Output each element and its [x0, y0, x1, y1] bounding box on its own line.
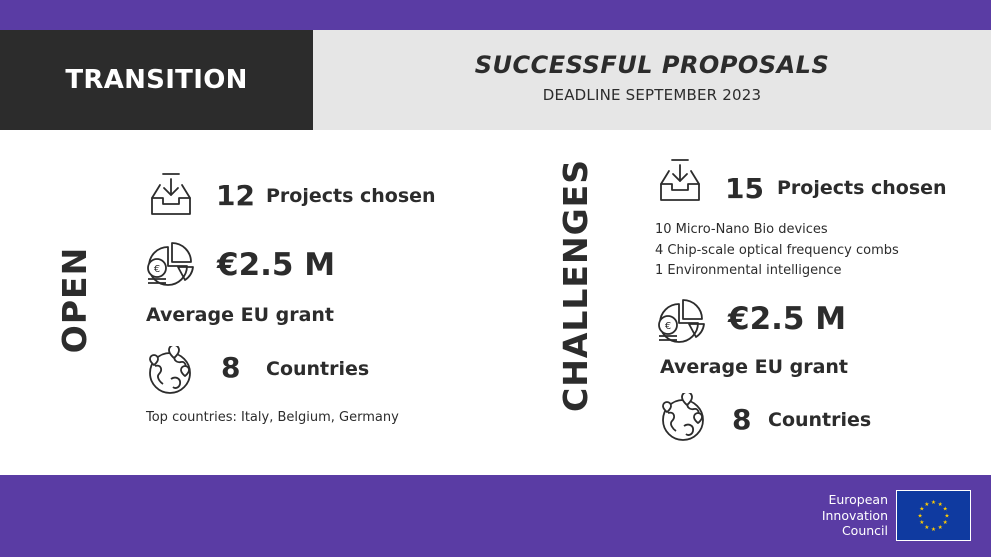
- top-bar: [0, 0, 991, 30]
- inbox-download-icon: [657, 157, 703, 203]
- challenges-grant-value: €2.5 M: [728, 301, 847, 337]
- challenges-projects-label: Projects chosen: [777, 177, 947, 199]
- eu-flag-icon: ★ ★ ★ ★ ★ ★ ★ ★ ★ ★ ★ ★: [896, 490, 971, 541]
- challenges-section-label: CHALLENGES: [556, 159, 595, 412]
- open-countries-label: Countries: [266, 358, 370, 380]
- challenges-countries-number: 8: [732, 403, 752, 436]
- eu-star-icon: ★: [943, 519, 948, 526]
- coins-pie-chart-icon: €: [144, 241, 196, 287]
- inbox-download-icon: [148, 171, 194, 217]
- eu-star-icon: ★: [924, 524, 929, 531]
- svg-text:€: €: [154, 264, 160, 275]
- open-section-label: OPEN: [55, 246, 94, 354]
- challenges-countries-label: Countries: [768, 409, 872, 431]
- svg-text:€: €: [665, 321, 671, 332]
- list-item: 4 Chip-scale optical frequency combs: [655, 242, 899, 258]
- open-grant-value: €2.5 M: [217, 247, 336, 283]
- page-subtitle: DEADLINE SEPTEMBER 2023: [542, 85, 762, 104]
- list-item: 1 Environmental intelligence: [655, 263, 842, 278]
- open-countries-number: 8: [221, 351, 241, 384]
- eu-star-icon: ★: [919, 519, 924, 526]
- eu-star-icon: ★: [944, 512, 949, 519]
- open-projects-number: 12: [216, 179, 255, 212]
- globe-pins-icon: [145, 346, 195, 396]
- open-top-countries: Top countries: Italy, Belgium, Germany: [146, 410, 399, 425]
- eu-star-icon: ★: [917, 512, 922, 519]
- eu-star-icon: ★: [938, 501, 943, 508]
- coins-pie-chart-icon: €: [655, 298, 707, 344]
- challenges-breakdown-list: 10 Micro-Nano Bio devices 4 Chip-scale o…: [655, 220, 899, 282]
- eu-star-icon: ★: [938, 524, 943, 531]
- category-title: TRANSITION: [65, 65, 248, 95]
- page-title: SUCCESSFUL PROPOSALS: [474, 50, 830, 79]
- eu-star-icon: ★: [924, 501, 929, 508]
- header-category-panel: TRANSITION: [0, 30, 313, 130]
- list-item: 10 Micro-Nano Bio devices: [655, 222, 828, 237]
- challenges-projects-number: 15: [725, 172, 764, 205]
- eu-star-icon: ★: [943, 506, 948, 513]
- challenges-grant-label: Average EU grant: [660, 356, 849, 378]
- eu-star-icon: ★: [931, 526, 936, 533]
- eu-star-icon: ★: [919, 506, 924, 513]
- open-grant-label: Average EU grant: [146, 304, 335, 326]
- open-projects-label: Projects chosen: [266, 185, 436, 207]
- header-title-panel: SUCCESSFUL PROPOSALS DEADLINE SEPTEMBER …: [313, 30, 991, 130]
- eic-logo-text: European Innovation Council: [821, 492, 888, 538]
- footer-bar: [0, 475, 991, 557]
- eu-star-icon: ★: [931, 499, 936, 506]
- globe-pins-icon: [658, 393, 708, 443]
